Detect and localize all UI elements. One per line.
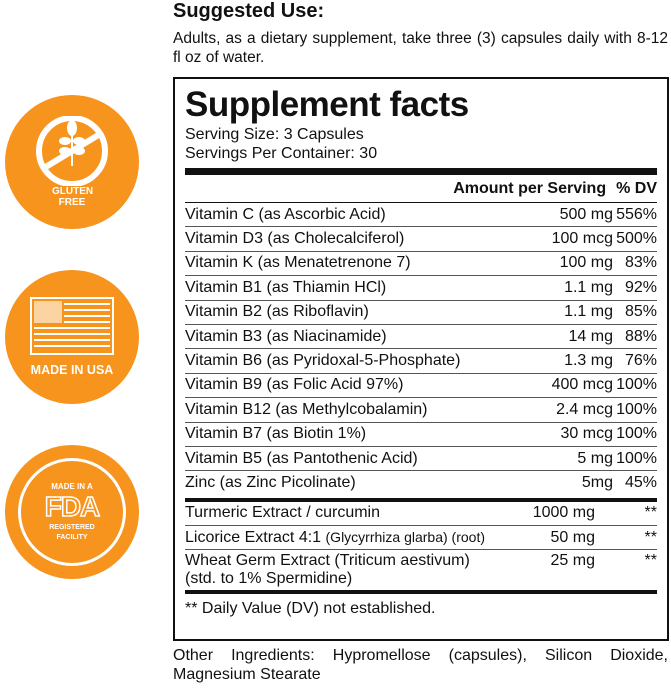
fda-icon: FDA: [44, 490, 101, 523]
table-row: Zinc (as Zinc Picolinate) 5mg 45%: [185, 471, 657, 495]
table-row: Vitamin C (as Ascorbic Acid) 500 mg 556%: [185, 203, 657, 228]
cell-name: Vitamin B12 (as Methylcobalamin): [185, 400, 428, 418]
cell-amount: 2.4 mcg: [556, 400, 613, 418]
cell-dv: 500%: [616, 230, 657, 248]
cell-name: Vitamin B7 (as Biotin 1%): [185, 425, 367, 443]
cell-name: Vitamin K (as Menatetrenone 7): [185, 254, 411, 272]
cell-name: Vitamin B3 (as Niacinamide): [185, 327, 387, 345]
wheat-crossed-icon: [36, 116, 108, 186]
made-in-usa-label: MADE IN USA: [30, 363, 114, 377]
supplement-facts-panel: Supplement facts Serving Size: 3 Capsule…: [173, 77, 669, 641]
table-row: Vitamin B6 (as Pyridoxal-5-Phosphate) 1.3…: [185, 349, 657, 374]
cell-dv: 100%: [616, 449, 657, 467]
table-row: Vitamin B9 (as Folic Acid 97%) 400 mcg 100…: [185, 374, 657, 399]
cell-name: Vitamin B5 (as Pantothenic Acid): [185, 449, 418, 467]
table-row: Vitamin K (as Menatetrenone 7) 100 mg 83%: [185, 252, 657, 277]
cell-amount: 1.1 mg: [564, 278, 613, 296]
table-row: Vitamin B5 (as Pantothenic Acid) 5 mg 100%: [185, 447, 657, 472]
cell-amount: 500 mg: [559, 205, 613, 223]
other-ingredients: Other Ingredients: Hypromellose (capsule…: [173, 647, 668, 683]
cell-amount: 400 mcg: [551, 376, 613, 394]
cell-dv: 100%: [616, 376, 657, 394]
table-row: Wheat Germ Extract (Triticum aestivum) (s…: [185, 552, 657, 588]
cell-amount: 30 mcg: [560, 425, 613, 443]
table-row: Vitamin B2 (as Riboflavin) 1.1 mg 85%: [185, 301, 657, 325]
cell-dv: 100%: [616, 425, 657, 443]
suggested-use-text: Adults, as a dietary supplement, take th…: [173, 30, 668, 66]
cell-dv: 85%: [624, 303, 657, 321]
cell-name: Vitamin B2 (as Riboflavin): [185, 303, 369, 321]
vitamin-list: Vitamin C (as Ascorbic Acid) 500 mg 556% Vi…: [185, 203, 657, 496]
serving-size: Serving Size: 3 Capsules: [185, 126, 364, 143]
table-row: Vitamin B12 (as Methylcobalamin) 2.4 mcg 1…: [185, 398, 657, 423]
cell-name: Vitamin B6 (as Pyridoxal-5-Phosphate): [185, 352, 461, 370]
gluten-free-badge: GLUTEN FREE: [5, 95, 139, 229]
cell-amount: 100 mg: [559, 254, 613, 272]
cell-amount: 100 mcg: [551, 230, 613, 248]
divider: [185, 168, 657, 175]
cell-amount: 1.1 mg: [564, 303, 613, 321]
cell-dv: 76%: [624, 352, 657, 370]
footnote: ** Daily Value (DV) not established.: [185, 600, 436, 618]
table-row: Vitamin B7 (as Biotin 1%) 30 mcg 100%: [185, 423, 657, 447]
suggested-use-title: Suggested Use:: [173, 0, 325, 22]
table-header: Amount per Serving % DV: [185, 175, 657, 203]
cell-dv: 92%: [624, 278, 657, 296]
table-row: Vitamin B1 (as Thiamin HCl) 1.1 mg 92%: [185, 276, 657, 301]
cell-dv: 100%: [616, 400, 657, 418]
cell-dv: 88%: [624, 327, 657, 345]
table-row: Turmeric Extract / curcumin 1000 mg **: [185, 502, 657, 527]
facts-title: Supplement facts: [185, 85, 469, 124]
cell-dv: 83%: [624, 254, 657, 272]
cell-name: Vitamin D3 (as Cholecalciferol): [185, 230, 405, 248]
table-row: Vitamin B3 (as Niacinamide) 14 mg 88%: [185, 325, 657, 350]
cell-dv: 556%: [616, 205, 657, 223]
cell-dv: 45%: [624, 474, 657, 492]
cell-amount: 14 mg: [568, 327, 613, 345]
table-row: Vitamin D3 (as Cholecalciferol) 100 mcg 50…: [185, 227, 657, 252]
us-flag-icon: [30, 297, 114, 355]
table-row: Licorice Extract 4:1 (Glycyrrhiza glarba…: [185, 526, 657, 551]
cell-name: Vitamin B1 (as Thiamin HCl): [185, 278, 387, 296]
fda-label-top: MADE IN A: [51, 481, 93, 491]
divider: [185, 497, 657, 502]
gluten-free-label: GLUTEN FREE: [52, 186, 94, 208]
cell-amount: 1.3 mg: [564, 352, 613, 370]
cell-amount: 5mg: [581, 474, 613, 492]
cell-name: Zinc (as Zinc Picolinate): [185, 474, 356, 492]
cell-name: Vitamin B9 (as Folic Acid 97%): [185, 376, 404, 394]
header-amount: Amount per Serving: [453, 179, 607, 197]
servings-per-container: Servings Per Container: 30: [185, 145, 378, 162]
cell-name: Vitamin C (as Ascorbic Acid): [185, 205, 386, 223]
divider: [185, 590, 657, 595]
fda-label-bottom: REGISTERED FACILITY: [49, 523, 95, 541]
cell-amount: 5 mg: [577, 449, 613, 467]
fda-badge: MADE IN A FDA REGISTERED FACILITY: [5, 445, 139, 579]
header-dv: % DV: [616, 179, 657, 197]
made-in-usa-badge: MADE IN USA: [5, 270, 139, 404]
